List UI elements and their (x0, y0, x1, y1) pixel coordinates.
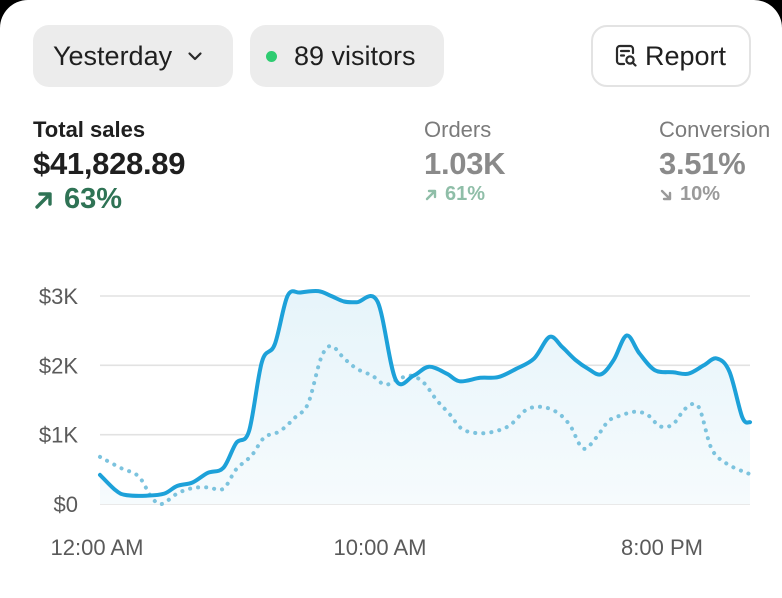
period-selector[interactable]: Yesterday (33, 25, 233, 87)
arrow-up-right-icon (425, 189, 437, 200)
x-tick-label: 12:00 AM (51, 535, 144, 560)
current-series-line (98, 288, 752, 498)
metric-change: 63% (33, 183, 185, 216)
metric-change: 61% (424, 183, 505, 206)
metric-change-value: 61% (445, 183, 486, 205)
status-dot-icon (266, 50, 277, 62)
arrow-down-right-icon (660, 189, 672, 200)
y-tick-label: $2K (39, 353, 78, 378)
metric-value: 3.51% (659, 146, 746, 181)
period-label: Yesterday (53, 40, 173, 71)
y-tick-label: $1K (39, 423, 78, 448)
metric-value: 1.03K (424, 146, 506, 181)
metric-label: Conversion (659, 117, 771, 142)
metric-label: Total sales (33, 117, 146, 142)
report-label: Report (645, 40, 727, 71)
metric-total-sales[interactable]: Total sales $41,828.89 63% (33, 117, 185, 216)
x-tick-label: 10:00 AM (334, 535, 427, 560)
visitors-label: 89 visitors (294, 40, 416, 71)
x-tick-label: 8:00 PM (621, 535, 703, 560)
metric-conversion[interactable]: Conversion 3.51% 10% (659, 117, 770, 206)
metric-change-value: 63% (64, 183, 123, 215)
metric-value: $41,828.89 (33, 146, 186, 181)
report-button[interactable]: Report (591, 25, 751, 87)
y-tick-label: $3K (39, 284, 78, 309)
report-search-icon (615, 44, 637, 67)
comparison-series-line (98, 343, 752, 507)
current-series-area (100, 290, 750, 504)
metric-orders[interactable]: Orders 1.03K 61% (424, 117, 506, 206)
metric-change: 10% (659, 183, 770, 206)
metric-change-value: 10% (680, 183, 721, 205)
metric-label: Orders (424, 117, 492, 142)
chevron-down-icon (188, 52, 202, 61)
y-tick-label: $0 (54, 492, 78, 517)
arrow-up-right-icon (35, 191, 52, 209)
visitors-badge[interactable]: 89 visitors (250, 25, 444, 87)
